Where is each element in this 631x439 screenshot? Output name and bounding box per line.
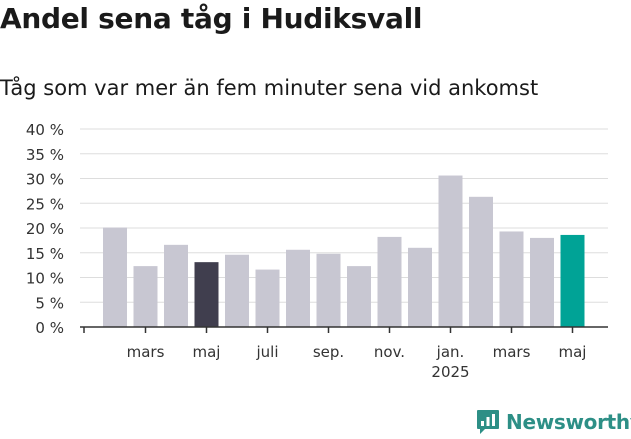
x-tick-label: mars	[493, 343, 531, 361]
x-tick-label: maj	[559, 343, 587, 361]
y-tick-label: 25 %	[26, 195, 64, 213]
y-tick-label: 40 %	[26, 121, 64, 139]
bar	[103, 227, 127, 327]
x-tick-label: mars	[127, 343, 165, 361]
bar	[164, 244, 188, 327]
y-tick-label: 10 %	[26, 270, 64, 288]
bar	[133, 266, 158, 327]
bar	[469, 196, 493, 327]
y-tick-label: 20 %	[26, 220, 64, 238]
chart-title: Andel sena tåg i Hudiksvall	[0, 2, 423, 35]
bars	[103, 175, 585, 327]
bar	[560, 234, 585, 327]
newsworthy-logo[interactable]: Newsworthy	[476, 407, 631, 437]
x-tick-label: jan.	[436, 343, 465, 361]
bar	[347, 266, 371, 327]
gridlines	[80, 128, 608, 303]
bar	[499, 231, 524, 327]
newsworthy-logo-icon	[477, 410, 499, 434]
bar	[377, 236, 402, 327]
y-tick-label: 35 %	[26, 146, 64, 164]
bar	[438, 175, 463, 327]
bar	[316, 253, 341, 327]
chart-subtitle: Tåg som var mer än fem minuter sena vid …	[0, 76, 539, 100]
y-tick-label: 30 %	[26, 171, 64, 189]
x-tick-label: sep.	[313, 343, 344, 361]
brand-name: Newsworthy	[506, 410, 631, 434]
bar	[286, 249, 310, 327]
bar	[255, 269, 280, 327]
y-tick-label: 15 %	[26, 245, 64, 263]
bar	[225, 254, 249, 327]
x-tick-sublabel: 2025	[431, 363, 469, 381]
bar	[408, 247, 432, 327]
y-axis-ticks: 0 % 5 % 10 % 15 % 20 % 25 % 30 % 35 % 40 %	[26, 121, 64, 337]
y-tick-label: 5 %	[35, 294, 64, 312]
x-tick-label: nov.	[374, 343, 405, 361]
bar	[194, 262, 219, 327]
bar	[530, 237, 554, 327]
x-tick-label: juli	[255, 343, 278, 361]
y-tick-label: 0 %	[35, 319, 64, 337]
x-axis	[80, 326, 608, 333]
bar-chart: 0 %5 %10 %15 %20 %25 %30 %35 %40 % mars m…	[26, 121, 608, 381]
x-tick-label: maj	[193, 343, 221, 361]
x-axis-ticks: mars maj juli sep. nov. jan. 2025 mars maj	[127, 343, 587, 381]
